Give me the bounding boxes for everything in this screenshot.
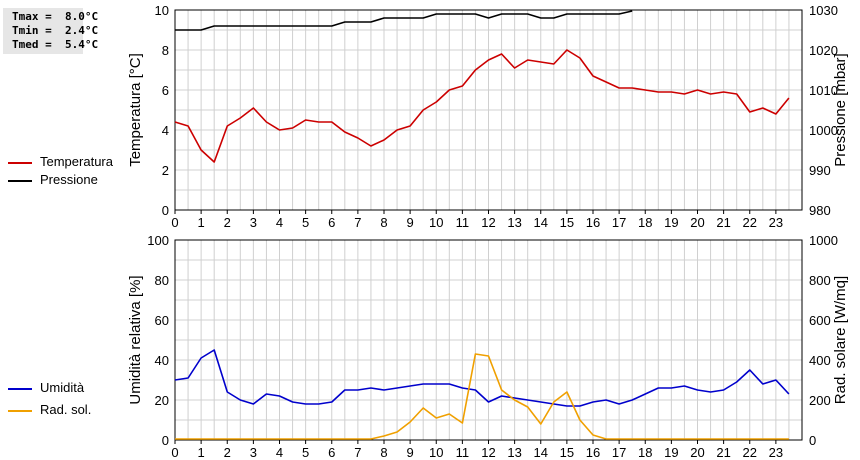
bottom-y-tick-label: 80 [155,273,169,288]
top-y2-axis-title: Pressione [mbar] [832,53,849,166]
bottom-series-line-0 [174,349,790,407]
legend-label-temperature: Temperatura [40,154,113,169]
top-x-tick-label: 2 [224,215,231,230]
top-x-tick-label: 5 [302,215,309,230]
bottom-y2-axis-title: Rad. solare [W/mq] [832,276,849,404]
bottom-y2-tick-label: 1000 [809,233,838,248]
bottom-x-tick-label: 14 [534,445,548,460]
tmed-label: Tmed = 5.4°C [12,38,99,51]
top-x-tick-label: 18 [638,215,652,230]
top-x-tick-label: 11 [456,215,470,230]
top-y-tick-label: 6 [162,83,169,98]
bottom-x-tick-label: 8 [380,445,387,460]
bottom-y-tick-label: 60 [155,313,169,328]
bottom-x-tick-label: 21 [716,445,730,460]
legend-solar: Rad. sol. [8,402,91,417]
bottom-y2-tick-label: 200 [809,393,831,408]
top-x-tick-label: 23 [769,215,783,230]
stats-box: Tmax = 8.0°C Tmin = 2.4°C Tmed = 5.4°C [3,8,98,54]
top-x-tick-label: 19 [664,215,678,230]
bottom-x-tick-label: 16 [586,445,600,460]
top-x-tick-label: 22 [743,215,757,230]
top-y-tick-label: 0 [162,203,169,218]
top-y-axis-title: Temperatura [°C] [127,53,144,167]
bottom-x-tick-label: 4 [276,445,283,460]
bottom-y2-tick-label: 600 [809,313,831,328]
top-x-tick-label: 15 [560,215,574,230]
top-y2-tick-label: 1010 [809,83,838,98]
top-x-tick-label: 9 [407,215,414,230]
bottom-x-tick-label: 20 [690,445,704,460]
bottom-x-tick-label: 5 [302,445,309,460]
top-x-tick-label: 8 [380,215,387,230]
top-x-tick-label: 14 [534,215,548,230]
bottom-x-tick-label: 0 [171,445,178,460]
legend-label-pressure: Pressione [40,172,98,187]
top-y-tick-label: 8 [162,43,169,58]
top-x-tick-label: 16 [586,215,600,230]
top-x-tick-label: 4 [276,215,283,230]
bottom-x-tick-label: 10 [429,445,443,460]
top-y2-tick-label: 1020 [809,43,838,58]
legend-temperature: Temperatura [8,154,113,169]
top-y2-tick-label: 990 [809,163,831,178]
bottom-y-tick-label: 20 [155,393,169,408]
bottom-y-tick-label: 40 [155,353,169,368]
bottom-x-tick-label: 12 [481,445,495,460]
bottom-x-tick-label: 3 [250,445,257,460]
top-y-tick-label: 4 [162,123,169,138]
bottom-x-tick-label: 1 [198,445,205,460]
bottom-x-tick-label: 2 [224,445,231,460]
legend-swatch-solar [8,409,32,412]
legend-humidity: Umidità [8,380,84,395]
bottom-y2-tick-label: 400 [809,353,831,368]
bottom-series-line-1 [175,353,789,440]
bottom-x-tick-label: 15 [560,445,574,460]
top-series-line-0 [174,49,790,163]
top-y2-tick-label: 980 [809,203,831,218]
bottom-x-tick-label: 11 [456,445,470,460]
top-x-tick-label: 20 [690,215,704,230]
top-x-tick-label: 10 [429,215,443,230]
top-x-tick-label: 1 [198,215,205,230]
top-x-tick-label: 13 [507,215,521,230]
bottom-y-axis-title: Umidità relativa [%] [127,275,144,404]
bottom-x-tick-label: 7 [354,445,361,460]
top-y-tick-label: 10 [155,3,169,18]
top-x-tick-label: 12 [481,215,495,230]
legend-pressure: Pressione [8,172,98,187]
bottom-x-tick-label: 6 [328,445,335,460]
bottom-y2-tick-label: 0 [809,433,816,448]
legend-label-solar: Rad. sol. [40,402,92,417]
top-y2-tick-label: 1000 [809,123,838,138]
top-x-tick-label: 7 [354,215,361,230]
legend-swatch-temperature [8,161,32,164]
bottom-x-tick-label: 22 [743,445,757,460]
bottom-x-tick-label: 17 [612,445,626,460]
bottom-y-tick-label: 0 [162,433,169,448]
top-x-tick-label: 6 [328,215,335,230]
top-series-line-1 [175,10,633,31]
top-x-tick-label: 21 [716,215,730,230]
bottom-x-tick-label: 18 [638,445,652,460]
top-y-tick-label: 2 [162,163,169,178]
tmin-label: Tmin = 2.4°C [12,24,99,37]
bottom-y2-tick-label: 800 [809,273,831,288]
top-x-tick-label: 0 [171,215,178,230]
top-x-tick-label: 3 [250,215,257,230]
bottom-y-tick-label: 100 [147,233,169,248]
bottom-x-tick-label: 19 [664,445,678,460]
bottom-x-tick-label: 9 [407,445,414,460]
top-y2-tick-label: 1030 [809,3,838,18]
bottom-x-tick-label: 13 [507,445,521,460]
legend-swatch-pressure [8,179,32,182]
legend-swatch-humidity [8,387,32,390]
top-x-tick-label: 17 [612,215,626,230]
tmax-label: Tmax = 8.0°C [12,10,99,23]
legend-label-humidity: Umidità [40,380,85,395]
bottom-x-tick-label: 23 [769,445,783,460]
